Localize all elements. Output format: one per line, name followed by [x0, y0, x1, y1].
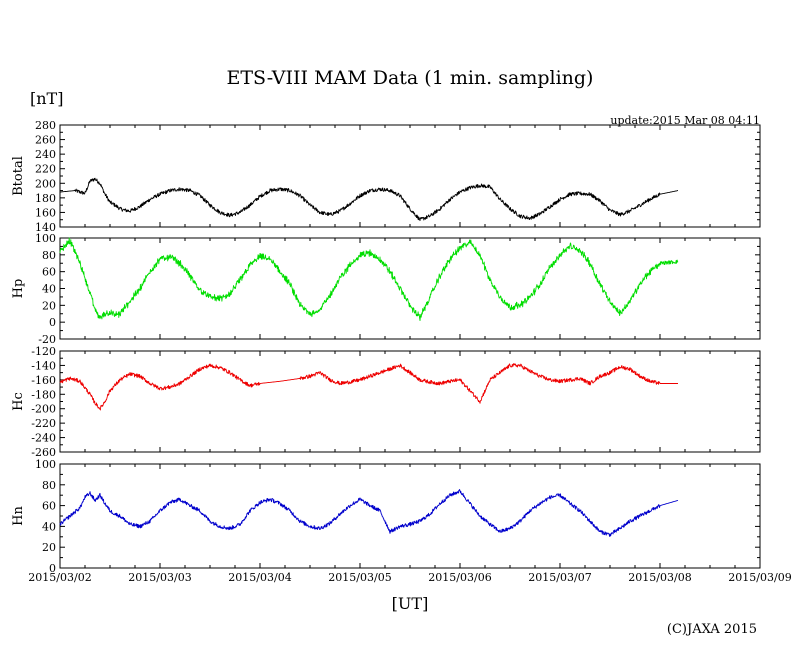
series-line-hc	[59, 363, 679, 411]
x-tick-label: 2015/03/08	[628, 571, 691, 584]
y-tick-label: 160	[35, 206, 56, 219]
y-tick-label: 80	[42, 479, 56, 492]
x-axis-ticks: 2015/03/02 2015/03/03 2015/03/04 2015/03/05…	[28, 571, 791, 584]
y-tick-label: 60	[42, 266, 56, 279]
y-tick-label: 40	[42, 520, 56, 533]
unit-label: [nT]	[30, 89, 63, 108]
x-tick-label: 2015/03/02	[28, 571, 91, 584]
y-tick-label: 180	[35, 192, 56, 205]
copyright: (C)JAXA 2015	[667, 622, 757, 637]
series-line-hn	[59, 489, 679, 537]
plot-frame	[59, 463, 761, 569]
plot-frame	[59, 124, 761, 228]
y-tick-label: -180	[31, 388, 56, 401]
y-tick-label: 240	[35, 148, 56, 161]
y-tick-label: 220	[35, 163, 56, 176]
x-tick-label: 2015/03/06	[428, 571, 491, 584]
panel-hn: 0 20 40 60 80 100 Hn	[11, 458, 761, 575]
y-tick-label: 280	[35, 119, 56, 132]
y-tick-label: 20	[42, 299, 56, 312]
x-tick-label: 2015/03/09	[728, 571, 791, 584]
x-tick-label: 2015/03/07	[528, 571, 591, 584]
x-tick-label: 2015/03/04	[228, 571, 291, 584]
plot-frame	[59, 237, 761, 340]
y-tick-label: -140	[31, 359, 56, 372]
y-tick-label: 100	[35, 458, 56, 471]
y-tick-label: 40	[42, 283, 56, 296]
plot-frame	[59, 350, 761, 453]
panel-y-label: Hp	[11, 279, 26, 299]
y-tick-label: -200	[31, 403, 56, 416]
update-timestamp: update:2015 Mar 08 04:11	[610, 114, 760, 127]
y-tick-label: -20	[38, 333, 56, 346]
x-tick-label: 2015/03/03	[128, 571, 191, 584]
y-tick-label: 0	[49, 562, 56, 575]
y-tick-label: 0	[49, 316, 56, 329]
y-tick-label: -120	[31, 345, 56, 358]
y-tick-label: 100	[35, 232, 56, 245]
panel-y-label: Hc	[11, 392, 26, 411]
y-tick-label: 20	[42, 541, 56, 554]
chart-title: ETS-VIII MAM Data (1 min. sampling)	[227, 67, 594, 89]
y-tick-label: -240	[31, 432, 56, 445]
panels: 140160180200220240260280Btotal-200204060…	[11, 119, 761, 575]
y-tick-label: 260	[35, 134, 56, 147]
y-tick-label: 60	[42, 500, 56, 513]
series-line-hp	[59, 237, 679, 322]
x-axis-label: [UT]	[392, 594, 429, 613]
y-tick-label: 140	[35, 221, 56, 234]
panel-y-label: Btotal	[11, 156, 26, 196]
y-tick-label: 200	[35, 177, 56, 190]
panel-hc: -260-240 -220-200 -180-160 -140-120 Hc	[11, 345, 761, 459]
panel-hp: -20 0 20 40 60 80 100 Hp	[11, 232, 761, 346]
y-tick-label: -160	[31, 374, 56, 387]
y-tick-label: -220	[31, 417, 56, 430]
y-tick-label: 80	[42, 249, 56, 262]
series-line-btotal	[59, 177, 679, 222]
x-tick-label: 2015/03/05	[328, 571, 391, 584]
y-tick-label: -260	[31, 446, 56, 459]
panel-y-label: Hn	[11, 506, 26, 526]
